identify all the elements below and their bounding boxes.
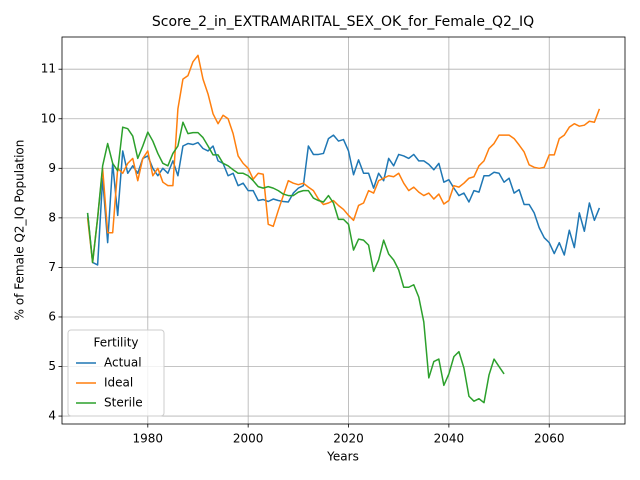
x-axis-label: Years: [326, 450, 359, 464]
y-tick-label: 5: [48, 359, 56, 373]
y-tick-label: 4: [48, 409, 56, 423]
series-line: [86, 54, 601, 264]
y-tick-label: 11: [41, 62, 56, 76]
y-axis-label: % of Female Q2_IQ Population: [13, 140, 27, 321]
x-tick-label: 2020: [333, 432, 364, 446]
legend-label: Sterile: [104, 396, 143, 410]
y-tick-label: 10: [41, 111, 56, 125]
y-tick-label: 9: [48, 161, 56, 175]
legend-title: Fertility: [93, 336, 138, 350]
x-tick-label: 1980: [133, 432, 164, 446]
y-tick-label: 7: [48, 260, 56, 274]
series-line: [86, 121, 505, 404]
legend-label: Ideal: [104, 376, 133, 390]
x-tick-label: 2000: [233, 432, 264, 446]
series-line: [86, 134, 601, 266]
legend-label: Actual: [104, 356, 142, 370]
plot-frame: [61, 36, 626, 425]
x-tick-label: 2040: [434, 432, 465, 446]
chart-title: Score_2_in_EXTRAMARITAL_SEX_OK_for_Femal…: [152, 14, 534, 30]
y-tick-label: 6: [48, 309, 56, 323]
x-tick-label: 2060: [534, 432, 565, 446]
y-tick-label: 8: [48, 210, 56, 224]
legend-box: [67, 329, 165, 417]
